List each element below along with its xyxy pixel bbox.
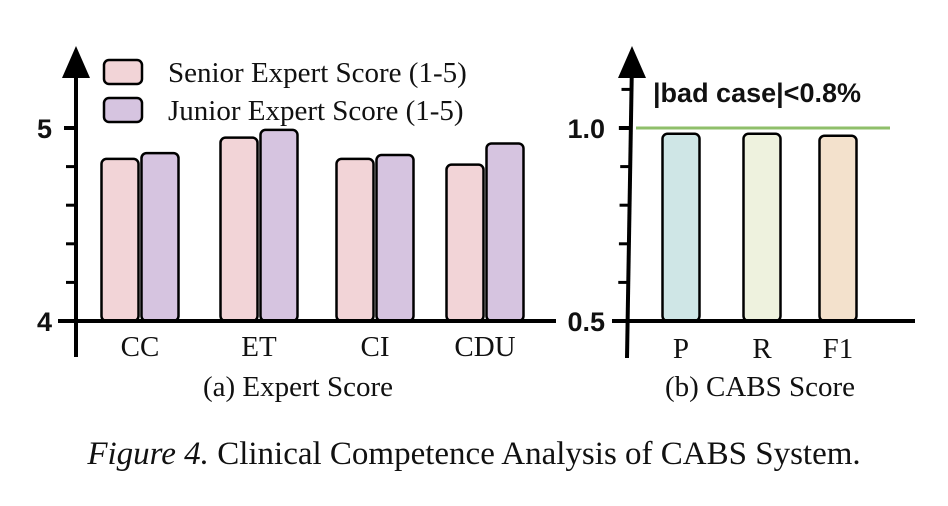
x-tick-labels: CC ET CI CDU bbox=[121, 331, 516, 363]
bar-cdu-senior bbox=[445, 163, 485, 323]
bar-et-senior bbox=[219, 136, 259, 323]
x-tick-label: CDU bbox=[454, 331, 515, 363]
cabs-score-axes bbox=[612, 46, 915, 359]
y-tick-label: 4 bbox=[37, 307, 52, 337]
bar-et-junior bbox=[259, 128, 299, 323]
bar-cc-senior bbox=[100, 157, 140, 323]
legend-swatch-senior bbox=[102, 58, 144, 86]
x-tick-label: P bbox=[673, 333, 689, 365]
y-axis-arrow-icon bbox=[62, 46, 90, 78]
legend-label-junior: Junior Expert Score (1-5) bbox=[168, 95, 464, 127]
bar-f1 bbox=[818, 134, 858, 323]
bar-ci-senior bbox=[335, 157, 375, 323]
cabs-score-bars bbox=[661, 132, 858, 323]
x-tick-label: R bbox=[752, 333, 772, 365]
bar-cdu-junior bbox=[485, 142, 525, 323]
bar-p bbox=[661, 132, 701, 323]
cabs-score-panel: 0.5 1.0 P R F1 |bad case|<0.8% (b) CABS Sco… bbox=[567, 46, 915, 403]
x-tick-label: F1 bbox=[823, 333, 854, 365]
x-tick-label: CC bbox=[121, 331, 160, 363]
caption-text: Clinical Competence Analysis of CABS Sys… bbox=[217, 436, 861, 472]
bar-cc-junior bbox=[140, 151, 180, 323]
x-tick-label: CI bbox=[361, 331, 390, 363]
y-axis-line bbox=[625, 59, 634, 359]
panel-a-title: (a) Expert Score bbox=[203, 371, 393, 403]
bar-ci-junior bbox=[375, 153, 415, 323]
expert-score-bars bbox=[100, 128, 525, 323]
y-tick-label: 5 bbox=[37, 114, 52, 144]
figure-caption: Figure 4. Clinical Competence Analysis o… bbox=[0, 436, 948, 473]
expert-score-axes bbox=[58, 46, 556, 357]
figure-label: Figure 4. bbox=[87, 436, 209, 472]
panel-b-title: (b) CABS Score bbox=[665, 371, 855, 403]
y-tick-labels: 45 bbox=[37, 114, 52, 337]
y-tick-label: 1.0 bbox=[567, 114, 605, 144]
legend-swatch-junior bbox=[102, 96, 144, 124]
legend: Senior Expert Score (1-5) Junior Expert … bbox=[102, 57, 467, 127]
y-tick-label: 0.5 bbox=[567, 307, 605, 337]
y-tick-labels: 0.5 1.0 bbox=[567, 114, 605, 337]
x-tick-label: ET bbox=[241, 331, 277, 363]
bar-r bbox=[742, 132, 782, 323]
legend-label-senior: Senior Expert Score (1-5) bbox=[168, 57, 467, 89]
x-tick-labels: P R F1 bbox=[673, 333, 853, 365]
expert-score-panel: 45 CC ET CI CDU Senior Expert Score (1-5) J… bbox=[37, 46, 556, 403]
y-axis-arrow-icon bbox=[618, 46, 646, 78]
bad-case-annotation: |bad case|<0.8% bbox=[653, 78, 861, 108]
